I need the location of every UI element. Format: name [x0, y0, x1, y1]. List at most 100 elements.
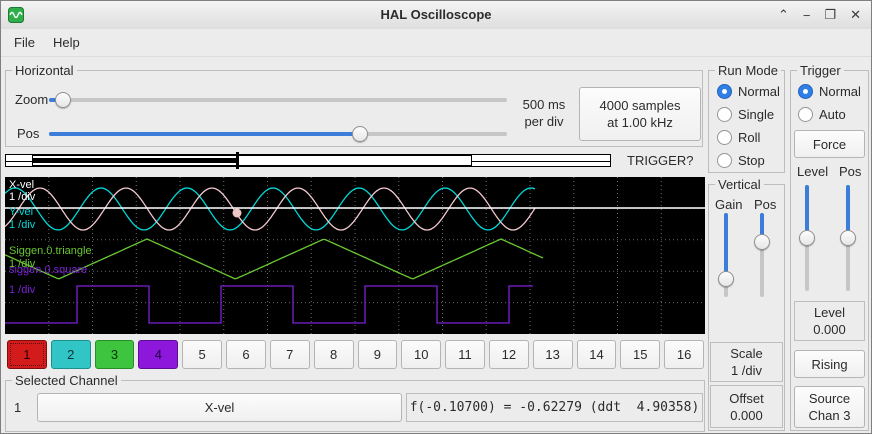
channel-button-9[interactable]: 9: [357, 340, 398, 369]
trigger-level-readout-label: Level: [813, 305, 846, 320]
run-mode-option-roll[interactable]: Roll: [717, 130, 780, 145]
trigger-pos-slider[interactable]: [840, 185, 856, 291]
vpos-slider-handle[interactable]: [754, 233, 770, 250]
channel-row: 1 2 3 4 5 6 7 8 9 10 11 12 13 14 15 16: [7, 340, 704, 369]
channel-button-11[interactable]: 11: [445, 340, 485, 369]
channel-button-8[interactable]: 8: [313, 340, 354, 369]
radio-icon: [717, 130, 732, 145]
record-position-bar[interactable]: [5, 152, 611, 169]
trigger-group: Trigger: [790, 63, 869, 431]
scope-label: Siggen.0.triangle: [9, 245, 92, 257]
selected-channel-name-button[interactable]: X-vel: [37, 393, 402, 422]
run-mode-option-stop[interactable]: Stop: [717, 153, 780, 168]
trigger-level-slider[interactable]: [799, 185, 815, 291]
gain-slider-track: [724, 213, 728, 297]
scope-label: 1 /div: [9, 219, 36, 231]
offset-value: 0.000: [730, 407, 763, 423]
channel-value-readout: f(-0.10700) = -0.62279 (ddt 4.90358): [406, 393, 703, 422]
per-div-label: 500 ms per div: [522, 97, 566, 129]
vertical-group-title: Vertical: [718, 177, 761, 192]
zoom-slider-handle[interactable]: [54, 92, 71, 108]
scope-label: 1 /div: [9, 191, 36, 203]
trigger-source-button[interactable]: Source Chan 3: [794, 386, 865, 428]
channel-button-16[interactable]: 16: [664, 340, 704, 369]
scope-label: Y-vel: [9, 206, 34, 218]
trigger-mode-option-auto[interactable]: Auto: [798, 107, 861, 122]
offset-box: Offset 0.000: [710, 385, 783, 428]
offset-label: Offset: [729, 390, 764, 406]
trigger-source-value: Chan 3: [808, 408, 851, 423]
minimize-icon[interactable]: −: [802, 7, 811, 23]
zoom-label: Zoom: [15, 92, 49, 107]
hpos-slider[interactable]: [49, 126, 507, 142]
trigger-level-slider-handle[interactable]: [799, 230, 815, 246]
trigger-level-label: Level: [797, 164, 829, 179]
radio-icon: [717, 153, 732, 168]
force-button[interactable]: Force: [794, 130, 865, 158]
trigger-mode-options: Normal Auto: [798, 84, 861, 122]
horizontal-group: Horizontal: [5, 63, 703, 147]
trigger-mode-option-label: Auto: [819, 107, 846, 122]
rising-button[interactable]: Rising: [794, 350, 865, 378]
scope-label: 1 /div: [9, 284, 36, 296]
zoom-slider[interactable]: [49, 92, 507, 108]
run-mode-option-label: Stop: [738, 153, 765, 168]
channel-button-3[interactable]: 3: [94, 340, 135, 369]
scale-value: 1 /div: [730, 363, 763, 378]
trigger-position-tick: [236, 152, 239, 169]
channel-button-14[interactable]: 14: [576, 340, 617, 369]
menu-item-help[interactable]: Help: [52, 35, 80, 50]
samples-button[interactable]: 4000 samples at 1.00 kHz: [579, 87, 701, 141]
horizontal-group-title: Horizontal: [15, 63, 74, 78]
run-mode-group-title: Run Mode: [718, 63, 778, 78]
channel-button-7[interactable]: 7: [269, 340, 310, 369]
trigger-mode-option-label: Normal: [819, 84, 861, 99]
channel-button-4[interactable]: 4: [138, 340, 179, 369]
hpos-label: Pos: [17, 126, 40, 141]
shade-icon[interactable]: ⌃: [777, 7, 789, 22]
vertical-group: Vertical: [708, 177, 785, 431]
gain-label: Gain: [715, 197, 743, 212]
trigger-mode-option-normal[interactable]: Normal: [798, 84, 861, 99]
channel-button-13[interactable]: 13: [532, 340, 573, 369]
maximize-icon[interactable]: ❐: [824, 7, 837, 22]
run-mode-option-label: Single: [738, 107, 775, 122]
gain-slider[interactable]: [718, 213, 734, 297]
selected-channel-number: 1: [14, 400, 22, 415]
channel-button-15[interactable]: 15: [620, 340, 661, 369]
trigger-pos-slider-handle[interactable]: [840, 230, 856, 246]
hpos-slider-track: [49, 132, 507, 136]
menu-item-file[interactable]: File: [14, 35, 35, 50]
window-title: HAL Oscilloscope: [380, 7, 492, 22]
radio-icon: [717, 84, 732, 99]
window-controls: ⌃ − ❐ ✕: [778, 1, 861, 29]
record-progress: [32, 158, 238, 163]
radio-icon: [717, 107, 732, 122]
hpos-slider-handle[interactable]: [352, 126, 369, 142]
scale-box: Scale 1 /div: [710, 342, 783, 382]
trigger-level-readout-value: 0.000: [813, 322, 846, 337]
selected-channel-group-title: Selected Channel: [15, 373, 118, 388]
gain-slider-handle[interactable]: [718, 270, 734, 287]
channel-button-2[interactable]: 2: [50, 340, 91, 369]
trigger-group-title: Trigger: [800, 63, 841, 78]
channel-button-6[interactable]: 6: [226, 340, 266, 369]
run-mode-option-normal[interactable]: Normal: [717, 84, 780, 99]
channel-button-5[interactable]: 5: [182, 340, 223, 369]
selected-channel-group: Selected Channel: [5, 373, 705, 432]
run-mode-group: Run Mode: [708, 63, 785, 173]
channel-button-12[interactable]: 12: [488, 340, 529, 369]
run-mode-option-label: Normal: [738, 84, 780, 99]
channel-button-1[interactable]: 1: [7, 340, 47, 369]
menu-bar: File Help: [1, 29, 871, 57]
channel-button-10[interactable]: 10: [401, 340, 442, 369]
vpos-slider[interactable]: [754, 213, 770, 297]
vpos-label: Pos: [754, 197, 777, 212]
close-icon[interactable]: ✕: [850, 7, 861, 22]
run-mode-option-single[interactable]: Single: [717, 107, 780, 122]
app-icon: [8, 7, 24, 23]
run-mode-option-label: Roll: [738, 130, 761, 145]
title-bar: HAL Oscilloscope ⌃ − ❐ ✕: [1, 1, 871, 30]
scope-label: siggen.0.square: [9, 264, 88, 276]
